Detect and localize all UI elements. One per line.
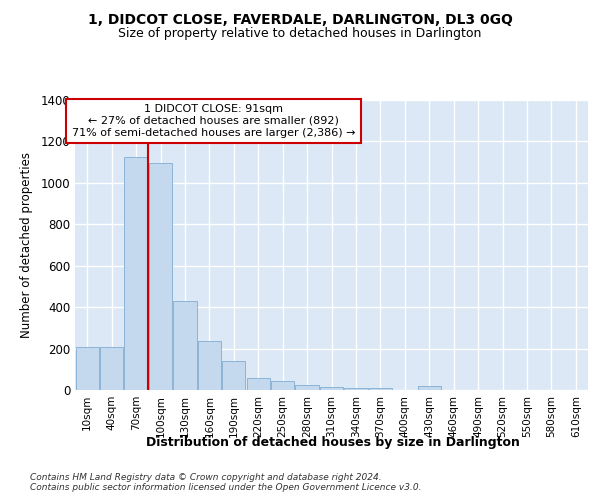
Bar <box>344 388 368 390</box>
Bar <box>271 381 294 390</box>
Bar <box>76 346 99 390</box>
Bar <box>369 388 392 390</box>
Bar <box>173 301 197 390</box>
Text: 1 DIDCOT CLOSE: 91sqm
← 27% of detached houses are smaller (892)
71% of semi-det: 1 DIDCOT CLOSE: 91sqm ← 27% of detached … <box>72 104 355 138</box>
Text: 1, DIDCOT CLOSE, FAVERDALE, DARLINGTON, DL3 0GQ: 1, DIDCOT CLOSE, FAVERDALE, DARLINGTON, … <box>88 12 512 26</box>
Text: Contains HM Land Registry data © Crown copyright and database right 2024.: Contains HM Land Registry data © Crown c… <box>30 473 382 482</box>
Bar <box>222 361 245 390</box>
Bar <box>149 163 172 390</box>
Bar <box>247 378 270 390</box>
Text: Size of property relative to detached houses in Darlington: Size of property relative to detached ho… <box>118 26 482 40</box>
Bar <box>418 386 441 390</box>
Bar <box>295 385 319 390</box>
Bar <box>124 157 148 390</box>
Bar <box>100 346 123 390</box>
Bar <box>198 340 221 390</box>
Bar <box>320 387 343 390</box>
Text: Contains public sector information licensed under the Open Government Licence v3: Contains public sector information licen… <box>30 483 421 492</box>
Y-axis label: Number of detached properties: Number of detached properties <box>20 152 34 338</box>
Text: Distribution of detached houses by size in Darlington: Distribution of detached houses by size … <box>146 436 520 449</box>
